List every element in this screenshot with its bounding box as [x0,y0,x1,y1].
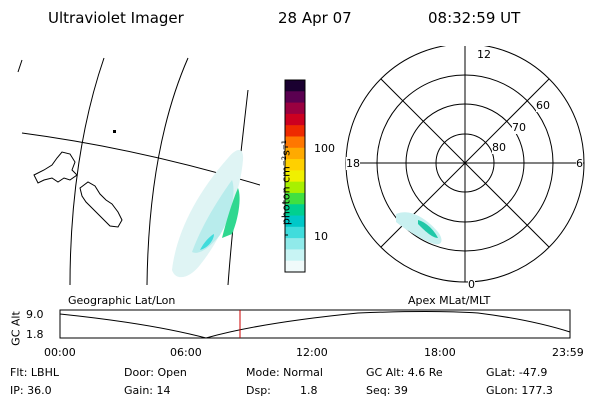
colorbar-cell [285,181,305,194]
mode-info: Mode: Normal [246,366,323,379]
door-info: Door: Open [124,366,187,379]
colorbar-cell [285,170,305,183]
timeline-x-tick-1800: 18:00 [424,346,456,359]
colorbar-cell [285,102,305,115]
grid-line [17,59,23,73]
colorbar-cell [285,136,305,149]
lat-label-80: 80 [492,141,506,154]
gc-alt-info: GC Alt: 4.6 Re [366,366,443,379]
gain-info: Gain: 14 [124,384,171,397]
time-label: 08:32:59 UT [428,9,521,27]
grid-line [146,57,189,286]
ip-info: IP: 36.0 [10,384,52,397]
instrument-title: Ultraviolet Imager [48,9,184,27]
glon-info: GLon: 177.3 [486,384,553,397]
colorbar-unit-label: photon cm⁻²s⁻¹ [279,139,293,226]
geographic-map [17,57,260,286]
timeline-x-tick-0000: 00:00 [44,346,76,359]
colorbar-gradient [285,80,305,273]
timeline-x-tick-1200: 12:00 [296,346,328,359]
colorbar-cell [285,215,305,228]
seq-info: Seq: 39 [366,384,408,397]
location-marker [113,130,116,133]
colorbar-cell [285,192,305,205]
dsp-value: 1.8 [300,384,318,397]
geo-panel-label: Geographic Lat/Lon [68,294,176,307]
colorbar [284,79,306,273]
orbit-altitude-plot [59,309,571,339]
colorbar-cell [285,249,305,262]
polar-plot [345,46,585,283]
mlt-label-0: 0 [468,278,475,291]
colorbar-cell [285,91,305,104]
mlt-label-18: 18 [346,157,360,170]
timeline-y-tick-9: 9.0 [26,308,44,321]
altitude-curve [59,311,571,339]
mlt-label-12: 12 [476,48,492,61]
timeline-frame [59,309,571,339]
glat-info: GLat: -47.9 [486,366,548,379]
date-label: 28 Apr 07 [278,9,352,27]
colorbar-cell [285,147,305,160]
colorbar-tick-10: 10 [314,230,328,243]
timeline-x-tick-0600: 06:00 [170,346,202,359]
colorbar-tick-100: 100 [314,142,335,155]
timeline-y-label: GC Alt [9,311,23,346]
colorbar-cell [285,204,305,217]
lat-label-70: 70 [512,121,526,134]
timeline-x-tick-2359: 23:59 [552,346,584,359]
colorbar-cell [285,260,305,273]
aurora-emission [172,150,244,278]
colorbar-cell [285,113,305,126]
colorbar-cell [285,226,305,239]
colorbar-cell [285,80,305,92]
mlt-label-6: 6 [576,157,583,170]
filter-info: Flt: LBHL [10,366,59,379]
colorbar-cell [285,238,305,250]
coastline-north-island [33,151,78,184]
lat-label-60: 60 [536,99,550,112]
dsp-label: Dsp: [246,384,271,397]
coastline-south-island [79,181,123,228]
grid-line [69,57,105,286]
polar-aurora-emission [396,212,442,245]
colorbar-cell [285,125,305,137]
polar-panel-label: Apex MLat/MLT [408,294,491,307]
colorbar-frame [284,79,306,273]
timeline-y-tick-1.8: 1.8 [26,328,44,341]
colorbar-cell [285,159,305,171]
